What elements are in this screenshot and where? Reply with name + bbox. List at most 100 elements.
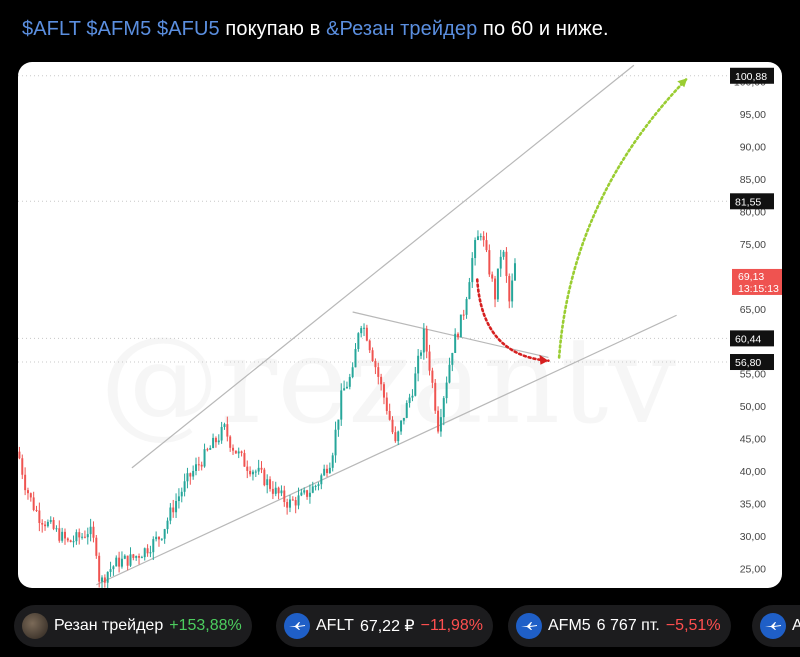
candle-body [414, 373, 417, 396]
candle-body [511, 280, 514, 302]
candle-body [140, 557, 143, 559]
candle-body [18, 451, 21, 459]
ticker-afm5-link[interactable]: $AFM5 [86, 18, 152, 40]
candle-body [152, 539, 155, 553]
candle-body [459, 314, 462, 338]
candle-body [118, 557, 121, 567]
candle-body [394, 432, 397, 442]
y-tick-label: 35,00 [740, 499, 766, 511]
candle-body [189, 473, 192, 477]
candle-body [331, 455, 334, 468]
candle-body [115, 557, 118, 567]
candle-body [32, 497, 35, 510]
candle-body [448, 364, 451, 383]
y-tick-label: 85,00 [740, 174, 766, 186]
candle-body [223, 424, 226, 427]
candle-body [89, 526, 92, 535]
inner-trend-line [352, 311, 549, 359]
candle-body [457, 333, 460, 338]
current-price-time: 13:15:13 [738, 283, 779, 295]
candle-body [55, 528, 58, 530]
candlestick-chart: @rezantv 25,00 30,00 35,00 40,00 45,00 50,00 55… [18, 64, 782, 588]
price-marker-label: 60,44 [735, 333, 761, 345]
candle-body [320, 475, 323, 485]
candle-body [26, 490, 29, 494]
candle-body [431, 370, 434, 383]
candle-body [38, 510, 41, 523]
chip-change: −5,51% [665, 617, 721, 634]
candle-body [240, 451, 243, 454]
candle-body [508, 275, 511, 302]
candle-body [177, 496, 180, 501]
chart-card[interactable]: @rezantv 25,00 30,00 35,00 40,00 45,00 50,00 55… [18, 62, 782, 588]
candle-body [317, 484, 320, 486]
price-marker-badge [730, 193, 774, 210]
candle-body [388, 410, 391, 420]
airline-logo-icon [284, 613, 310, 639]
candle-body [377, 367, 380, 377]
candle-body [234, 450, 237, 454]
airline-logo-icon [516, 613, 542, 639]
candle-body [314, 485, 317, 487]
candle-body [308, 492, 311, 497]
candle-body [368, 340, 371, 351]
forecast-rise-arrowhead [677, 78, 688, 88]
post-text-tail: по 60 и ниже. [483, 18, 609, 40]
candle-body [465, 299, 468, 315]
candle-body [479, 236, 482, 238]
candle-body [197, 464, 200, 466]
candle-body [92, 526, 95, 538]
candle-body [146, 548, 149, 554]
candle-body [345, 386, 348, 389]
candle-body [243, 453, 246, 467]
candle-body [112, 566, 115, 570]
chip-change: −11,98% [420, 617, 484, 634]
mention-link[interactable]: &Резан трейдер [326, 18, 478, 40]
candle-body [297, 495, 300, 506]
chip-aflt[interactable]: AFLT 67,22 ₽ −11,98% [276, 605, 494, 647]
candle-body [58, 528, 61, 541]
y-tick-label: 80,00 [740, 206, 766, 218]
candle-body [311, 486, 314, 493]
candle-body [138, 556, 141, 558]
candle-body [61, 531, 64, 541]
candle-body [249, 470, 252, 475]
candle-body [454, 333, 457, 353]
candle-body [120, 558, 123, 567]
candle-body [269, 479, 272, 489]
candle-body [434, 382, 437, 411]
avatar-icon [22, 613, 48, 639]
candle-body [195, 464, 197, 471]
candle-body [169, 507, 172, 521]
candle-body [132, 554, 135, 558]
ticker-afu5-link[interactable]: $AFU5 [157, 18, 220, 40]
candle-body [348, 377, 351, 387]
price-marker-badge [730, 354, 774, 371]
chip-name: AFLT [316, 617, 354, 634]
candle-body [237, 451, 240, 454]
candle-body [408, 397, 411, 403]
candle-body [499, 256, 502, 269]
candle-body [462, 314, 465, 316]
price-marker-label: 56,80 [735, 357, 761, 369]
candle-body [175, 500, 178, 513]
candle-body [123, 555, 126, 559]
candle-body [217, 440, 220, 443]
y-tick-label: 95,00 [740, 109, 766, 121]
chip-afu5[interactable]: A [752, 605, 800, 647]
candle-body [143, 548, 146, 558]
candle-body [214, 437, 217, 443]
candle-body [103, 577, 106, 583]
candle-body [488, 250, 491, 275]
chip-rezan-trader[interactable]: Резан трейдер +153,88% [14, 605, 252, 647]
candle-body [257, 467, 260, 472]
candle-body [294, 500, 297, 506]
candle-body [445, 382, 448, 399]
candle-body [505, 251, 508, 276]
ticker-aflt-link[interactable]: $AFLT [22, 18, 81, 40]
candle-body [474, 240, 477, 259]
chip-afm5[interactable]: AFM5 6 767 пт. −5,51% [508, 605, 731, 647]
candle-body [83, 536, 86, 538]
candle-body [419, 352, 422, 356]
candle-body [155, 536, 158, 540]
